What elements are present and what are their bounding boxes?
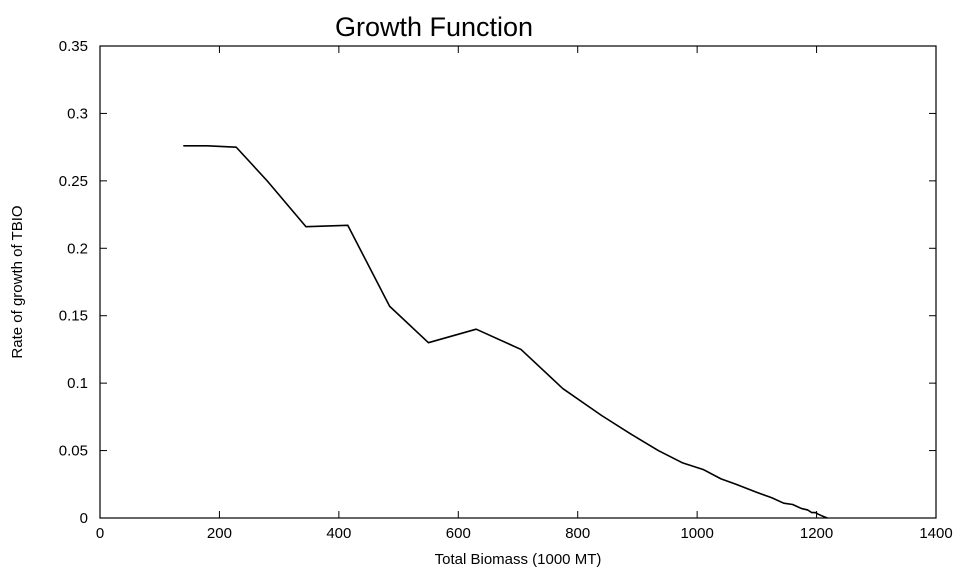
data-point <box>820 514 822 516</box>
data-point <box>702 468 704 471</box>
x-tick-label: 800 <box>565 525 590 542</box>
data-point <box>206 145 209 147</box>
data-point <box>562 387 564 390</box>
y-tick-label: 0.15 <box>59 308 88 325</box>
data-point <box>807 509 809 511</box>
data-point <box>305 226 307 228</box>
y-tick-label: 0 <box>80 510 88 527</box>
series-line <box>183 144 828 519</box>
data-point <box>826 517 828 519</box>
data-point <box>475 328 477 330</box>
chart-title: Growth Function <box>335 12 533 42</box>
x-tick-label: 400 <box>326 525 351 542</box>
y-axis-label: Rate of growth of TBIO <box>9 205 26 358</box>
data-point <box>814 512 816 514</box>
data-point <box>266 180 268 182</box>
y-tick-label: 0.1 <box>67 375 88 392</box>
x-tick-label: 0 <box>96 525 104 542</box>
data-point <box>795 505 797 507</box>
data-point <box>771 497 773 499</box>
data-point <box>823 516 825 518</box>
data-point <box>801 507 803 510</box>
y-tick-label: 0.2 <box>67 240 88 257</box>
x-tick-label: 1200 <box>800 525 833 542</box>
x-axis: 0 200 400 600 800 1000 1200 1400 <box>96 46 953 542</box>
x-tick-label: 1000 <box>680 525 713 542</box>
data-point <box>817 513 819 515</box>
data-point <box>756 491 758 493</box>
y-tick-label: 0.05 <box>59 443 88 460</box>
data-point <box>601 414 603 417</box>
y-tick-label: 0.3 <box>67 105 88 122</box>
data-point <box>792 503 794 506</box>
data-point <box>389 305 391 307</box>
plot-frame <box>99 45 937 519</box>
x-tick-label: 200 <box>207 525 232 542</box>
data-point <box>720 478 722 480</box>
data-point <box>183 145 185 147</box>
data-point <box>630 433 633 435</box>
data-point <box>235 146 237 148</box>
data-point <box>783 502 785 504</box>
data-point <box>520 348 522 351</box>
data-point <box>657 449 659 452</box>
x-axis-label: Total Biomass (1000 MT) <box>435 551 602 568</box>
x-tick-label: 600 <box>446 525 471 542</box>
y-tick-label: 0.35 <box>59 38 88 55</box>
y-tick-label: 0.25 <box>59 173 88 190</box>
data-point <box>811 512 813 514</box>
x-tick-label: 1400 <box>919 525 952 542</box>
data-point <box>681 462 683 464</box>
y-axis: 0 0.05 0.1 0.15 0.2 0.25 0.3 0.35 <box>59 38 936 527</box>
data-point <box>735 483 737 485</box>
data-point <box>427 342 430 344</box>
data-point <box>347 224 349 226</box>
series-layer <box>183 144 828 519</box>
